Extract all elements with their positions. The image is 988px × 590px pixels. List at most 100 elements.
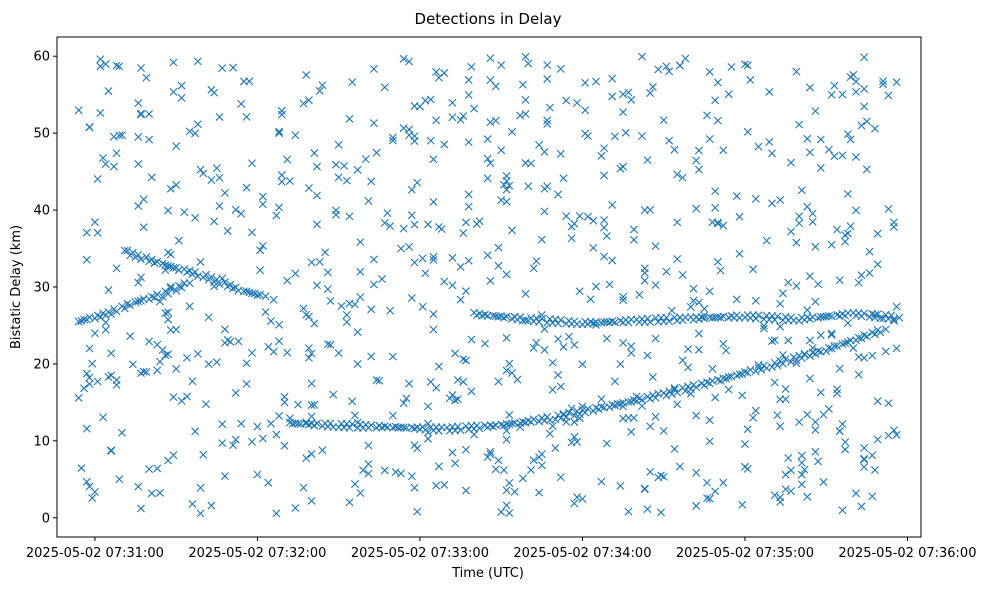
detection-marker <box>773 361 782 370</box>
detection-marker <box>705 494 714 503</box>
detection-marker <box>196 483 205 492</box>
detection-marker <box>388 352 397 361</box>
y-tick-label: 50 <box>33 127 50 142</box>
detection-marker <box>483 154 492 163</box>
detection-marker <box>461 287 470 296</box>
detection-marker <box>82 424 91 433</box>
detection-marker <box>778 350 787 359</box>
detection-marker <box>854 370 863 379</box>
detection-marker <box>85 344 94 353</box>
detection-marker <box>843 319 852 328</box>
detection-marker <box>434 73 443 82</box>
detection-marker <box>735 249 744 258</box>
detection-marker <box>711 187 720 196</box>
detection-marker <box>887 311 896 320</box>
detection-marker <box>350 300 359 309</box>
detection-marker <box>304 184 313 193</box>
detection-marker <box>624 507 633 516</box>
detection-marker <box>82 255 91 264</box>
detection-marker <box>852 152 860 161</box>
detection-marker <box>814 346 823 355</box>
detection-marker <box>413 507 422 516</box>
detection-marker <box>345 498 354 507</box>
detection-marker <box>556 149 565 158</box>
detection-marker <box>873 435 882 444</box>
detection-marker <box>396 469 405 478</box>
detection-marker <box>302 418 311 427</box>
detection-marker <box>164 308 173 317</box>
detection-marker <box>210 282 219 291</box>
detection-marker <box>724 90 733 99</box>
detection-marker <box>646 205 655 214</box>
detection-marker <box>120 246 129 255</box>
detection-marker <box>759 321 768 330</box>
detection-marker <box>838 90 847 99</box>
detection-marker <box>554 335 563 344</box>
detection-marker <box>367 421 376 430</box>
detection-marker <box>719 146 728 155</box>
detection-marker <box>662 62 671 71</box>
detection-marker <box>646 89 655 98</box>
detection-marker <box>174 236 183 245</box>
detection-marker <box>407 211 416 220</box>
detection-marker <box>643 351 652 360</box>
detection-marker <box>331 160 340 169</box>
detection-marker <box>313 281 322 290</box>
detection-marker <box>502 185 511 194</box>
detection-marker <box>199 169 208 178</box>
detection-marker <box>567 404 576 413</box>
detection-marker <box>843 130 852 139</box>
detection-marker <box>732 192 741 201</box>
detection-marker <box>318 81 327 90</box>
detection-marker <box>299 304 308 313</box>
detection-marker <box>795 120 804 129</box>
detection-marker <box>884 91 893 100</box>
detection-marker <box>583 404 592 413</box>
detection-marker <box>784 278 793 287</box>
detection-marker <box>624 413 633 422</box>
detection-marker <box>164 350 173 359</box>
detection-marker <box>895 313 904 322</box>
detection-marker <box>164 315 173 324</box>
detection-marker <box>128 248 137 257</box>
detection-marker <box>816 164 825 173</box>
detection-marker <box>505 509 514 518</box>
detection-marker <box>364 460 373 468</box>
detection-marker <box>464 190 473 199</box>
detection-marker <box>269 295 278 304</box>
detection-marker <box>535 453 544 462</box>
detection-marker <box>80 384 89 393</box>
detection-marker <box>787 487 795 496</box>
detection-marker <box>770 315 779 324</box>
detection-marker <box>426 377 435 386</box>
detection-marker <box>359 466 368 475</box>
detection-marker <box>169 393 178 402</box>
detection-marker <box>272 509 281 518</box>
detection-marker <box>608 256 617 265</box>
detection-marker <box>575 414 584 423</box>
detection-marker <box>220 472 229 481</box>
detection-marker <box>337 302 346 311</box>
detection-marker <box>773 411 782 420</box>
detection-marker <box>204 360 213 369</box>
detection-marker <box>646 467 655 476</box>
detection-marker <box>356 238 365 247</box>
detection-marker <box>811 417 820 426</box>
detection-marker <box>776 299 785 308</box>
detection-marker <box>275 337 284 346</box>
detection-marker <box>564 332 573 341</box>
detection-marker <box>434 362 443 371</box>
detection-marker <box>223 227 232 236</box>
detection-marker <box>486 159 495 168</box>
detection-marker <box>616 481 625 490</box>
detection-marker <box>77 464 86 473</box>
detection-marker <box>326 340 335 349</box>
detection-marker <box>521 316 530 325</box>
detection-marker <box>711 96 720 105</box>
detection-marker <box>805 336 814 345</box>
detection-marker <box>331 210 340 219</box>
detection-marker <box>486 118 495 127</box>
detection-marker <box>196 257 205 266</box>
detection-marker <box>787 158 795 167</box>
detection-marker <box>705 437 714 446</box>
